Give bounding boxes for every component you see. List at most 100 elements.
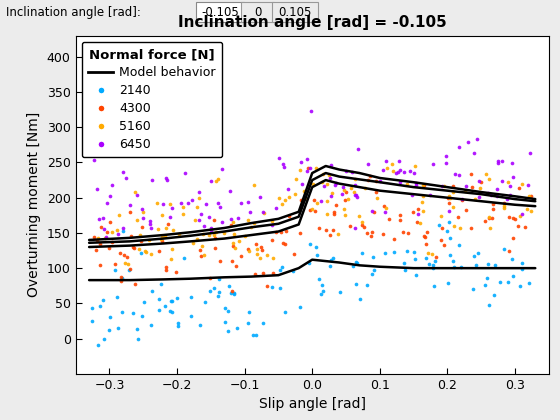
- Point: [449, 203, 458, 210]
- Point: [113, 227, 122, 234]
- Point: [211, 245, 220, 252]
- Point: [424, 249, 433, 256]
- Point: [136, 250, 145, 257]
- Point: [327, 257, 336, 263]
- Point: [258, 246, 267, 253]
- Point: [138, 312, 147, 319]
- Point: [486, 192, 495, 198]
- Point: [350, 181, 359, 188]
- Point: [455, 225, 464, 232]
- Point: [140, 248, 149, 255]
- Point: [390, 249, 399, 255]
- Point: [129, 245, 138, 252]
- Point: [167, 205, 176, 211]
- Point: [231, 263, 240, 270]
- Point: [493, 192, 502, 199]
- Point: [484, 214, 493, 221]
- Point: [335, 289, 344, 296]
- Point: [197, 253, 206, 260]
- Point: [448, 189, 457, 195]
- Point: [186, 313, 195, 320]
- Point: [278, 240, 287, 247]
- Point: [505, 213, 514, 220]
- Point: [272, 205, 281, 212]
- Point: [110, 266, 119, 273]
- Point: [276, 228, 285, 235]
- Point: [524, 181, 533, 188]
- Point: [133, 326, 142, 333]
- Point: [162, 225, 171, 232]
- Point: [196, 211, 205, 218]
- Point: [525, 280, 534, 286]
- Point: [351, 192, 360, 199]
- Point: [209, 217, 218, 224]
- Point: [281, 197, 290, 204]
- Point: [321, 226, 330, 233]
- Point: [214, 292, 223, 299]
- Point: [230, 289, 239, 296]
- Point: [146, 218, 155, 224]
- Point: [428, 160, 437, 167]
- Point: [476, 185, 485, 192]
- Point: [488, 201, 497, 208]
- Point: [381, 204, 390, 211]
- Point: [232, 325, 241, 331]
- Point: [395, 212, 404, 219]
- Point: [260, 209, 269, 216]
- Point: [274, 195, 283, 202]
- Point: [365, 173, 374, 179]
- Point: [329, 254, 338, 261]
- Point: [526, 192, 535, 199]
- Point: [441, 160, 450, 167]
- Point: [106, 192, 115, 199]
- Point: [173, 320, 182, 326]
- Point: [206, 288, 214, 295]
- Point: [252, 240, 261, 247]
- Point: [508, 234, 517, 241]
- Point: [316, 291, 325, 297]
- Point: [168, 246, 177, 252]
- Point: [484, 215, 493, 222]
- Point: [443, 280, 452, 287]
- Point: [154, 307, 163, 313]
- FancyBboxPatch shape: [241, 2, 274, 22]
- Point: [431, 258, 440, 265]
- Point: [309, 181, 318, 187]
- Point: [480, 281, 489, 288]
- Point: [246, 223, 255, 230]
- Point: [161, 302, 170, 309]
- Point: [177, 199, 186, 206]
- Point: [105, 244, 114, 251]
- Point: [322, 181, 331, 187]
- Point: [332, 202, 341, 208]
- Point: [125, 202, 134, 209]
- Point: [108, 229, 116, 236]
- Point: [133, 217, 142, 223]
- Point: [272, 228, 281, 235]
- Point: [511, 215, 520, 222]
- Point: [332, 179, 341, 186]
- Point: [134, 246, 143, 253]
- Point: [166, 307, 175, 314]
- Point: [410, 255, 419, 262]
- Point: [205, 231, 214, 238]
- Point: [190, 217, 199, 223]
- Text: 0: 0: [254, 5, 262, 18]
- Point: [472, 136, 481, 142]
- Point: [445, 200, 454, 207]
- Point: [166, 298, 175, 304]
- Point: [369, 266, 378, 273]
- Point: [195, 247, 204, 254]
- Point: [125, 266, 134, 273]
- Point: [212, 228, 221, 235]
- Point: [165, 214, 174, 220]
- Point: [216, 203, 225, 210]
- Point: [114, 212, 123, 218]
- Point: [486, 225, 495, 232]
- Point: [403, 230, 412, 236]
- Point: [161, 174, 170, 181]
- Point: [277, 264, 286, 271]
- Point: [325, 263, 334, 270]
- Point: [229, 231, 238, 237]
- Point: [487, 215, 496, 221]
